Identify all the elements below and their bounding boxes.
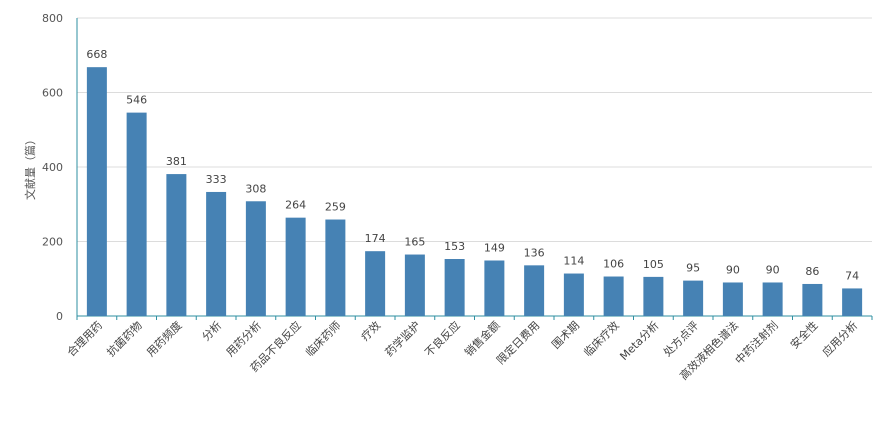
- bar: [444, 259, 465, 316]
- bar: [166, 174, 187, 316]
- category-label: 合理用药: [64, 318, 105, 359]
- category-label: 抗菌药物: [104, 318, 145, 359]
- bar: [325, 219, 346, 316]
- category-label: 疗效: [358, 318, 383, 343]
- data-label: 546: [126, 94, 147, 107]
- category-label: 分析: [199, 318, 224, 343]
- bar: [404, 254, 425, 316]
- category-label: 销售金额: [461, 318, 502, 359]
- category-label: 临床药师: [302, 318, 343, 359]
- data-label: 174: [365, 232, 386, 245]
- y-tick-label: 600: [42, 87, 63, 100]
- y-tick-labels: 0 200 400 600 800: [42, 12, 63, 323]
- bar: [563, 273, 584, 316]
- data-label: 381: [166, 155, 187, 168]
- bar: [86, 67, 107, 316]
- data-label: 106: [603, 258, 624, 271]
- data-label: 105: [643, 258, 664, 271]
- data-label: 308: [245, 182, 266, 195]
- bar: [762, 282, 783, 316]
- data-label: 259: [325, 201, 346, 214]
- data-label: 333: [206, 173, 227, 186]
- category-label: 围术期: [549, 319, 582, 352]
- bar: [285, 217, 306, 316]
- bar: [126, 112, 147, 317]
- category-label: 限定日费用: [493, 318, 542, 367]
- data-label: 90: [766, 263, 780, 276]
- y-axis-title: 文献量（篇）: [23, 134, 37, 200]
- category-label: 药学监护: [382, 318, 423, 359]
- bar: [524, 265, 545, 316]
- data-labels: 668 546 381 333 308 264 259 174 165 153 149 136 114 1…: [86, 48, 859, 282]
- data-label: 165: [404, 236, 425, 249]
- bar: [842, 288, 863, 316]
- data-label: 86: [805, 265, 819, 278]
- bar: [365, 251, 386, 316]
- data-label: 95: [686, 262, 700, 275]
- category-label: 用药分析: [223, 318, 264, 359]
- gridlines: [77, 17, 872, 242]
- category-label: 处方点评: [660, 318, 701, 359]
- axes: [76, 18, 873, 320]
- bar: [603, 276, 624, 316]
- y-tick-label: 800: [42, 12, 63, 25]
- bars: [86, 67, 863, 317]
- category-label: 中药注射剂: [732, 318, 781, 367]
- y-tick-label: 0: [56, 310, 63, 323]
- y-tick-label: 200: [42, 236, 63, 249]
- bar: [802, 283, 823, 316]
- bar: [643, 276, 664, 316]
- y-tick-label: 400: [42, 161, 63, 174]
- category-label: 应用分析: [819, 318, 860, 359]
- bar: [683, 280, 704, 316]
- bar: [245, 201, 266, 316]
- category-label: 用药频度: [143, 318, 184, 359]
- category-label: 临床疗效: [581, 318, 622, 359]
- bar: [206, 191, 227, 316]
- data-label: 114: [563, 255, 584, 268]
- data-label: 90: [726, 263, 740, 276]
- data-label: 149: [484, 241, 505, 254]
- bar: [484, 260, 505, 316]
- category-label: 不良反应: [422, 318, 463, 359]
- data-label: 136: [524, 246, 545, 259]
- data-label: 264: [285, 199, 306, 212]
- category-label: Meta分析: [617, 318, 662, 363]
- data-label: 74: [845, 269, 859, 282]
- bar: [722, 282, 743, 316]
- data-label: 668: [86, 48, 107, 61]
- data-label: 153: [444, 240, 465, 253]
- category-label: 安全性: [787, 318, 820, 351]
